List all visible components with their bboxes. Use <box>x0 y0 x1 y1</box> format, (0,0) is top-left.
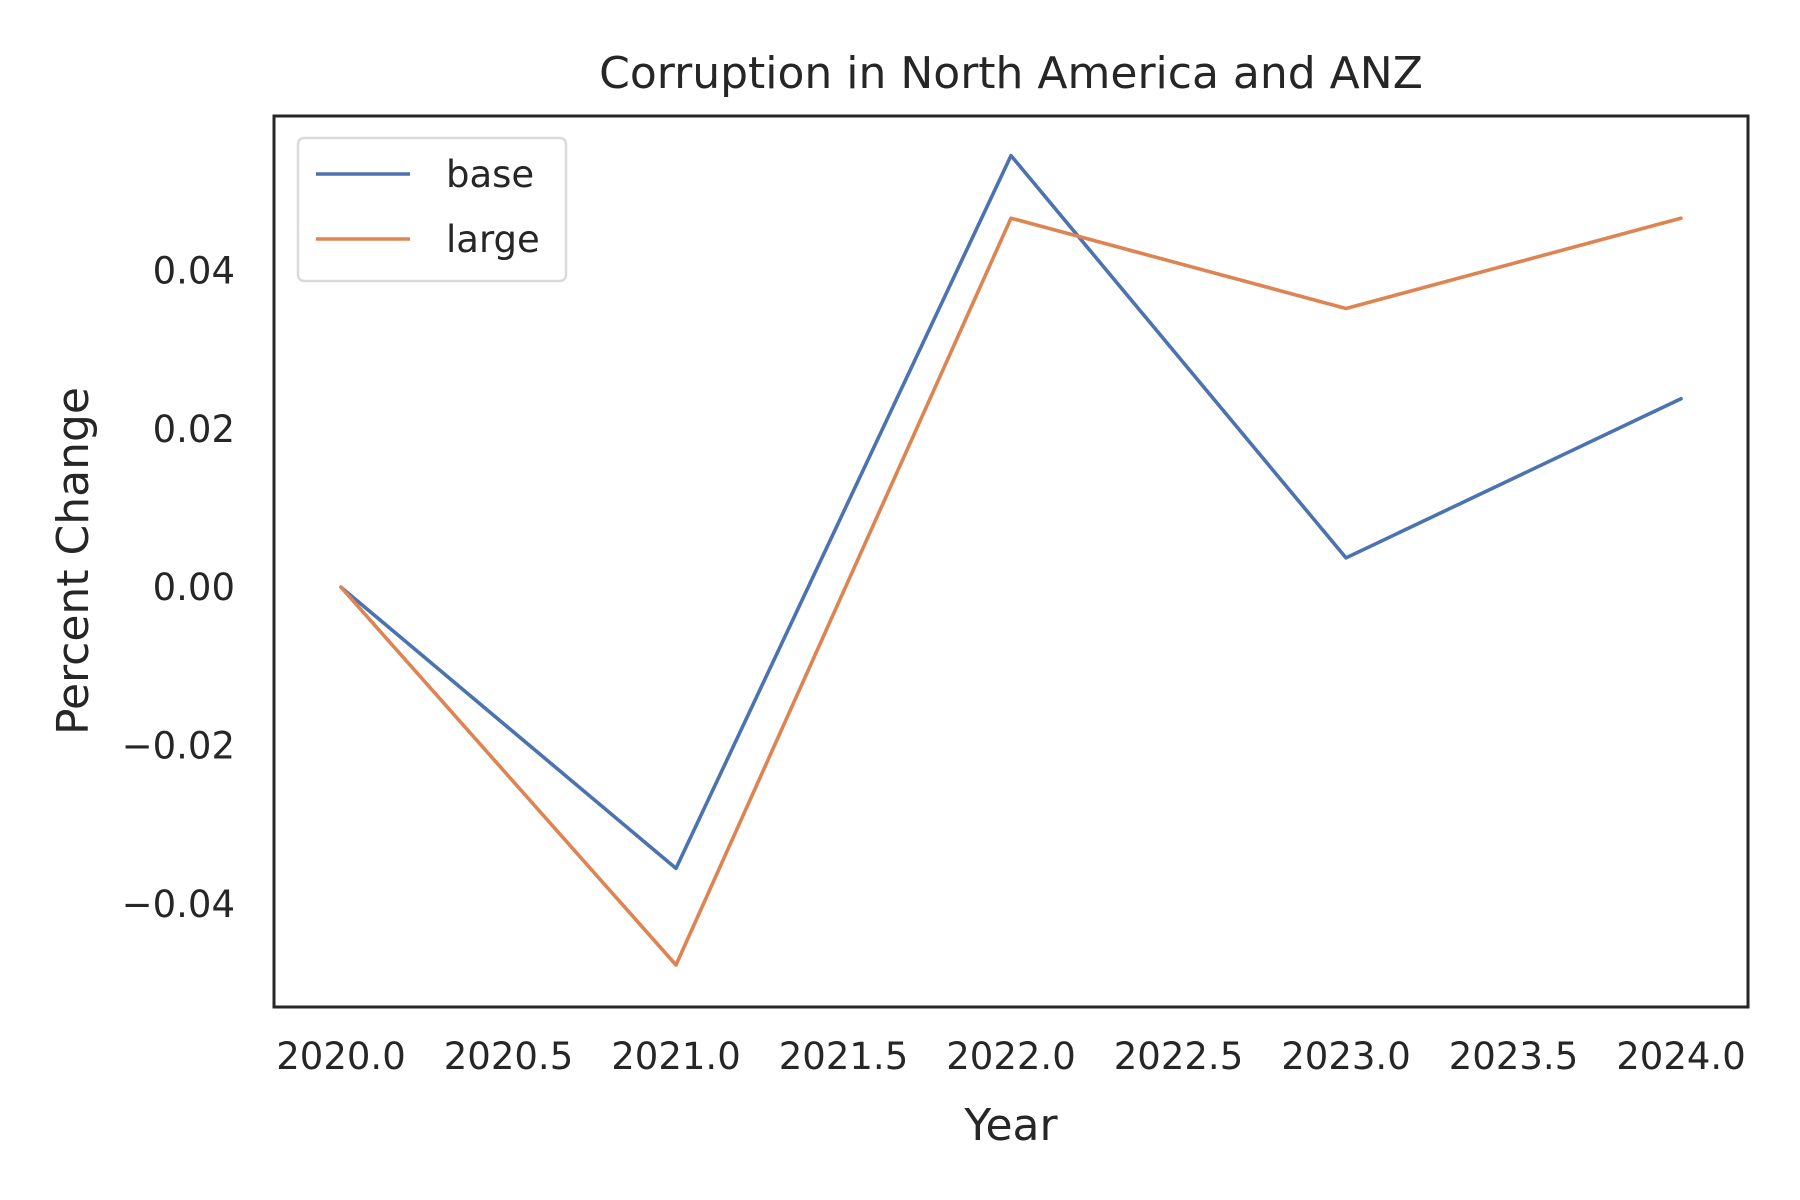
legend-label-base: base <box>446 153 534 196</box>
x-tick-label: 2022.5 <box>1114 1035 1243 1078</box>
x-axis-label: Year <box>963 1100 1058 1151</box>
y-tick-label: 0.00 <box>153 566 235 609</box>
x-tick-label: 2023.0 <box>1281 1035 1410 1078</box>
y-axis-label: Percent Change <box>48 387 99 735</box>
series-layer <box>339 153 1683 967</box>
x-tick-label: 2021.5 <box>779 1035 908 1078</box>
x-tick-label: 2020.0 <box>276 1035 405 1078</box>
chart-title: Corruption in North America and ANZ <box>599 48 1423 99</box>
y-tick-label: 0.02 <box>153 408 235 451</box>
x-axis-ticks: 2020.0 2020.5 2021.0 2021.5 2022.0 2022.5 2023… <box>276 1035 1745 1078</box>
series-line-large <box>339 216 1683 967</box>
y-tick-label: −0.04 <box>122 883 235 926</box>
x-tick-label: 2022.0 <box>946 1035 1075 1078</box>
x-tick-label: 2024.0 <box>1616 1035 1745 1078</box>
x-tick-label: 2023.5 <box>1449 1035 1578 1078</box>
y-tick-label: −0.02 <box>122 725 235 768</box>
x-tick-label: 2020.5 <box>444 1035 573 1078</box>
y-axis-ticks: −0.04 −0.02 0.00 0.02 0.04 <box>122 249 235 926</box>
x-tick-label: 2021.0 <box>611 1035 740 1078</box>
legend-label-large: large <box>446 218 540 261</box>
series-line-base <box>339 153 1683 871</box>
y-tick-label: 0.04 <box>153 249 235 292</box>
legend: base large <box>296 136 568 283</box>
